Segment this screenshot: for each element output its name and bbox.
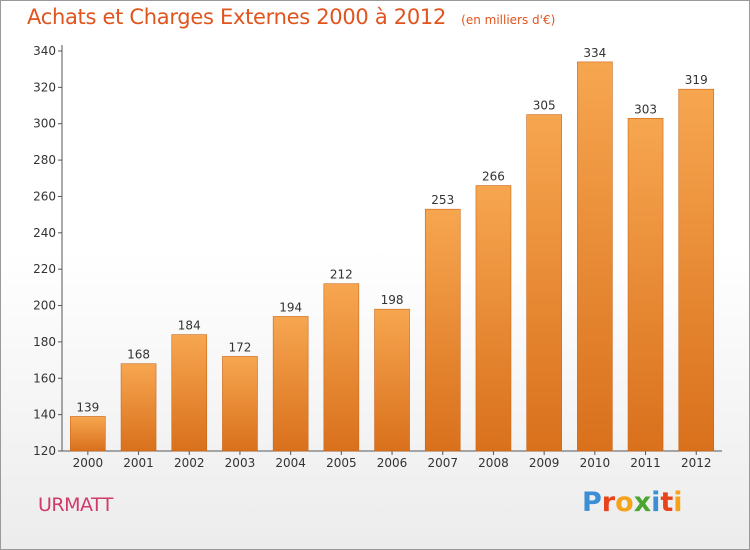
logo-letter: P xyxy=(582,487,602,518)
bar-2004 xyxy=(272,316,309,452)
data-label-2004: 194 xyxy=(279,300,302,314)
data-label-2003: 172 xyxy=(228,340,251,354)
x-tick-label: 2001 xyxy=(123,456,154,470)
x-tick-label: 2006 xyxy=(377,456,408,470)
x-tick-label: 2012 xyxy=(681,456,712,470)
x-tick-label: 2000 xyxy=(73,456,104,470)
x-tick-label: 2002 xyxy=(174,456,205,470)
data-label-2012: 319 xyxy=(685,73,708,87)
chart-subtitle: (en milliers d'€) xyxy=(461,13,556,27)
x-tick-label: 2008 xyxy=(478,456,509,470)
y-tick-label: 320 xyxy=(33,80,56,94)
y-tick-label: 340 xyxy=(33,44,56,58)
data-label-2005: 212 xyxy=(330,268,353,282)
bar-2005 xyxy=(323,283,360,452)
bar-2006 xyxy=(374,308,410,452)
bar-2009 xyxy=(526,114,562,452)
proxiti-logo: Proxiti xyxy=(582,487,683,518)
bar-2010 xyxy=(577,61,613,452)
commune-name: URMATT xyxy=(38,494,113,516)
bar-2012 xyxy=(678,88,715,452)
data-label-2009: 305 xyxy=(533,99,556,113)
chart-title: Achats et Charges Externes 2000 à 2012 xyxy=(27,5,447,29)
bar-2003 xyxy=(222,356,258,452)
logo-letter: t xyxy=(660,487,674,518)
chart-header: Achats et Charges Externes 2000 à 2012 (… xyxy=(27,5,555,29)
x-tick-label: 2004 xyxy=(275,456,306,470)
x-tick-label: 2003 xyxy=(225,456,256,470)
logo-letter: i xyxy=(651,487,661,518)
data-label-2010: 334 xyxy=(583,46,606,60)
data-labels: 139 168 184 172 194 212 198 253 266 305 334 303 319 xyxy=(76,46,707,415)
x-tick-label: 2007 xyxy=(427,456,458,470)
bars xyxy=(70,61,715,452)
data-label-2008: 266 xyxy=(482,170,505,184)
y-tick-label: 160 xyxy=(33,371,56,385)
bar-2007 xyxy=(424,208,461,452)
logo-letter: o xyxy=(615,487,634,518)
data-label-2000: 139 xyxy=(76,400,99,414)
x-tick-label: 2011 xyxy=(630,456,661,470)
y-tick-label: 300 xyxy=(33,117,56,131)
bar-2001 xyxy=(120,363,157,452)
y-tick-label: 220 xyxy=(33,262,56,276)
data-label-2002: 184 xyxy=(178,319,201,333)
x-tick-label: 2005 xyxy=(326,456,357,470)
bar-2000 xyxy=(70,416,106,452)
data-label-2001: 168 xyxy=(127,348,150,362)
bar-2002 xyxy=(171,334,208,452)
bar-2011 xyxy=(627,117,664,452)
axes: 120 140 160 180 200 220 240 260 280 300 320 340 2000… xyxy=(33,44,722,470)
data-label-2007: 253 xyxy=(431,193,454,207)
y-tick-label: 140 xyxy=(33,408,56,422)
data-label-2006: 198 xyxy=(381,293,404,307)
x-tick-label: 2010 xyxy=(580,456,611,470)
y-tick-label: 260 xyxy=(33,189,56,203)
y-tick-label: 200 xyxy=(33,299,56,313)
y-tick-label: 180 xyxy=(33,335,56,349)
y-tick-label: 120 xyxy=(33,444,56,458)
x-tick-label: 2009 xyxy=(529,456,560,470)
logo-letter: r xyxy=(601,487,616,518)
y-tick-label: 280 xyxy=(33,153,56,167)
data-label-2011: 303 xyxy=(634,102,657,116)
logo-letter: i xyxy=(673,487,683,518)
logo-letter: x xyxy=(633,487,652,518)
bar-2008 xyxy=(475,185,512,452)
y-tick-label: 240 xyxy=(33,226,56,240)
